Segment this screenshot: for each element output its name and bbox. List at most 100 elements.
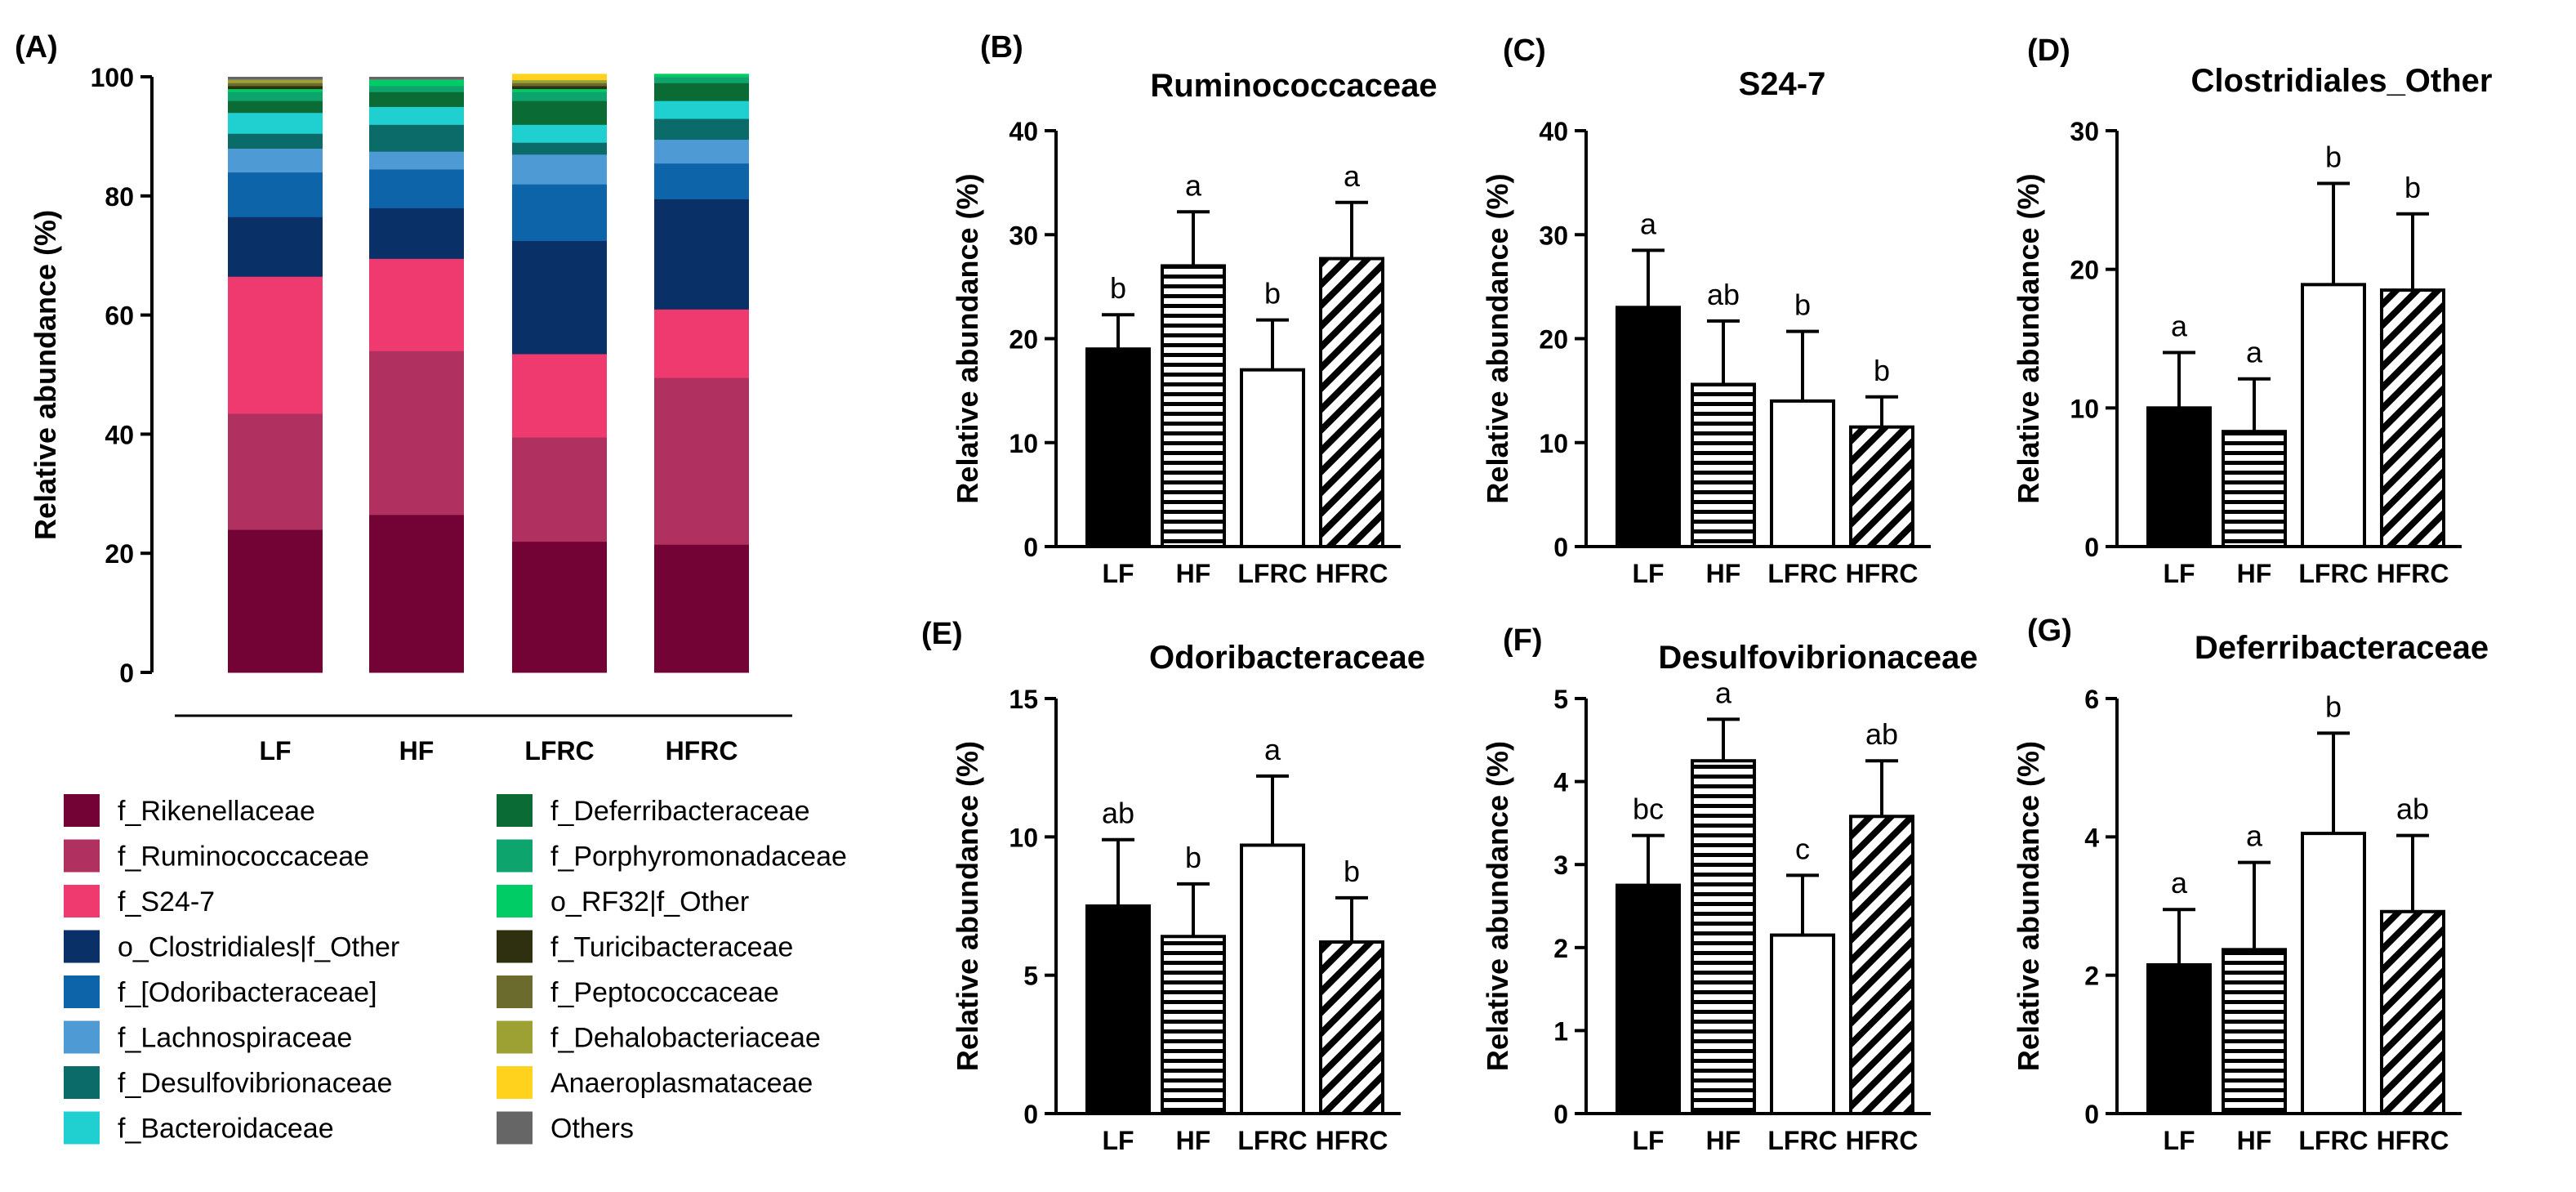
legend-item-label: o_Clostridiales|f_Other: [118, 932, 399, 963]
legend-item-label: f_Desulfovibrionaceae: [118, 1068, 392, 1099]
panel-g-ytick-label: 0: [2084, 1100, 2099, 1129]
panel-a-segment-HF-f_Bacteroidaceae: [369, 106, 464, 125]
panel-f: (F) Desulfovibrionaceae 0 1 2 3 4 5 Relative abu…: [1481, 623, 1978, 1155]
panel-e-bar-HF: [1161, 935, 1226, 1115]
panel-f-xtick-label-LF: LF: [1632, 1126, 1664, 1155]
panel-a-segment-LF-Others: [228, 77, 323, 80]
panel-d-ytick-label: 20: [2070, 256, 2099, 285]
legend-item-label: f_Lachnospiraceae: [118, 1023, 352, 1054]
panel-e: (E) Odoribacteraceae 0 5 10 15 Relative abunda…: [921, 617, 1425, 1155]
panel-f-bar-LFRC: [1770, 933, 1835, 1116]
panel-f-sig-letter-LFRC: c: [1795, 832, 1810, 865]
legend-swatch: [64, 975, 100, 1008]
panel-a-segment-LFRC-o_Clostridiales|f_Other: [512, 240, 607, 355]
panel-a-segment-HFRC-o_Clostridiales|f_Other: [654, 199, 749, 310]
panel-d-bar-HF: [2222, 430, 2287, 549]
panel-e-label: (E): [921, 617, 963, 651]
panel-a-segment-HF-f_Lachnospiraceae: [369, 151, 464, 170]
panel-b-xtick-label-HF: HF: [1176, 559, 1211, 588]
legend-swatch: [64, 1111, 100, 1145]
legend-swatch: [64, 1066, 100, 1099]
panel-b-sig-letter-LF: b: [1110, 271, 1126, 305]
panel-b-sig-letter-HF: a: [1185, 168, 1202, 202]
panel-a-segment-LFRC-f_Lachnospiraceae: [512, 154, 607, 185]
legend-item-label: o_RF32|f_Other: [550, 886, 749, 917]
legend-swatch: [64, 1020, 100, 1054]
legend-item-label: f_Dehalobacteriaceae: [550, 1023, 821, 1054]
legend-swatch: [497, 839, 533, 873]
panel-f-bar-HFRC: [1849, 815, 1914, 1115]
panel-a: (A) 0 20 40 60 80 100 Relative abundance (%) LF H…: [15, 30, 847, 1145]
panel-a-segment-LFRC-Anaeroplasmataceae: [512, 74, 607, 81]
panel-a-segment-LF-f_S24-7: [228, 276, 323, 414]
panel-a-segment-LF-f_Bacteroidaceae: [228, 112, 323, 134]
panel-a-segment-HFRC-f_[Odoribacteraceae]: [654, 163, 749, 199]
legend-item-label: f_[Odoribacteraceae]: [118, 977, 377, 1008]
panel-g-bar-HFRC: [2380, 909, 2445, 1115]
panel-e-ytick-label: 15: [1009, 685, 1038, 714]
panel-a-ylabel: Relative abundance (%): [29, 210, 62, 540]
panel-f-ytick-label: 4: [1553, 768, 1568, 797]
panel-f-xtick-label-HF: HF: [1706, 1126, 1741, 1155]
legend-swatch: [497, 1066, 533, 1099]
legend-swatch: [497, 975, 533, 1008]
panel-a-segment-LFRC-f_S24-7: [512, 353, 607, 438]
panel-a-xtick-label: LFRC: [524, 736, 594, 766]
panel-a-ytick-label: 0: [119, 659, 134, 688]
panel-b-ylabel: Relative abundance (%): [951, 173, 984, 503]
panel-g-ytick-label: 6: [2084, 685, 2099, 714]
panel-a-segment-HF-Others: [369, 77, 464, 80]
panel-f-xtick-label-HFRC: HFRC: [1846, 1126, 1919, 1155]
panel-e-xtick-label-LFRC: LFRC: [1237, 1126, 1307, 1155]
panel-g-sig-letter-HF: a: [2246, 819, 2263, 853]
legend-swatch: [64, 839, 100, 873]
panel-b-ytick-label: 10: [1009, 429, 1038, 458]
panel-a-segment-LF-f_Turicibacteraceae: [228, 85, 323, 90]
panel-f-xtick-label-LFRC: LFRC: [1767, 1126, 1837, 1155]
panel-c-ytick-label: 0: [1553, 533, 1568, 562]
panel-f-sig-letter-HF: a: [1715, 676, 1732, 709]
panel-a-xtick-label: HF: [399, 736, 435, 766]
panel-d-bar-LFRC: [2301, 283, 2366, 548]
panel-e-ytick-label: 10: [1009, 823, 1038, 852]
legend-item-label: f_Ruminococcaceae: [118, 842, 369, 873]
panel-c-bar-HFRC: [1849, 425, 1914, 548]
panel-a-xtick-label: LF: [259, 736, 291, 766]
panel-e-xtick-label-LF: LF: [1102, 1126, 1134, 1155]
legend-item-label: f_Turicibacteraceae: [550, 932, 793, 963]
panel-a-segment-HF-o_Clostridiales|f_Other: [369, 208, 464, 259]
panel-a-segment-HF-o_RF32|f_Other: [369, 79, 464, 87]
legend-item-label: f_Bacteroidaceae: [118, 1114, 334, 1145]
panel-g-sig-letter-LF: a: [2171, 866, 2188, 900]
panel-a-segment-LFRC-f_Desulfovibrionaceae: [512, 142, 607, 155]
panel-a-segment-LFRC-f_Rikenellaceae: [512, 541, 607, 673]
panel-d-title: Clostridiales_Other: [2190, 63, 2492, 99]
panel-c-xtick-label-HF: HF: [1706, 559, 1741, 588]
legend-swatch: [64, 885, 100, 917]
panel-e-bar-HFRC: [1319, 940, 1384, 1115]
panel-f-label: (F): [1503, 623, 1543, 658]
panel-d-bar-HFRC: [2380, 288, 2445, 548]
legend-item-label: f_Peptococcaceae: [550, 977, 779, 1008]
panel-d-sig-letter-HFRC: b: [2404, 171, 2421, 204]
panel-c-ytick-label: 10: [1539, 429, 1568, 458]
panel-g-bar-LF: [2146, 962, 2212, 1116]
panel-e-xtick-label-HF: HF: [1176, 1126, 1211, 1155]
panel-a-xtick-label: HFRC: [666, 736, 738, 766]
panel-a-segment-LFRC-f_Turicibacteraceae: [512, 85, 607, 90]
panel-a-segment-HFRC-f_Bacteroidaceae: [654, 100, 749, 119]
legend-swatch: [497, 1020, 533, 1054]
panel-a-segment-HF-f_Ruminococcaceae: [369, 350, 464, 516]
panel-a-segment-LF-f_Deferribacteraceae: [228, 100, 323, 114]
panel-a-ytick-label: 100: [91, 63, 134, 92]
legend-swatch: [497, 1111, 533, 1145]
panel-a-segment-LF-f_Dehalobacteriaceae: [228, 79, 323, 83]
panel-a-segment-LF-f_Desulfovibrionaceae: [228, 133, 323, 149]
panel-d-sig-letter-LF: a: [2171, 309, 2188, 342]
panel-a-segment-LF-f_Rikenellaceae: [228, 529, 323, 673]
panel-a-segment-HFRC-f_Rikenellaceae: [654, 544, 749, 673]
panel-c-xtick-label-HFRC: HFRC: [1846, 559, 1919, 588]
panel-b-bar-HFRC: [1319, 257, 1384, 548]
panel-e-sig-letter-LFRC: a: [1264, 733, 1281, 766]
